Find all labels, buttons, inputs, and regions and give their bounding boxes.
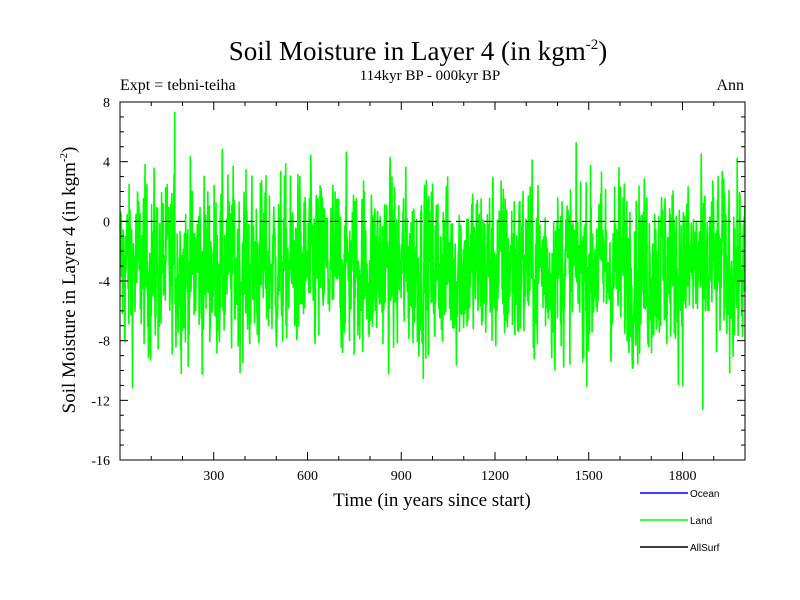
ticks-layer: -16 -12 -8 -4 0 4 8 300 600 900 1200 1500 1800 <box>91 96 745 484</box>
y-tick-label: -8 <box>98 335 110 350</box>
x-tick-label: 600 <box>297 469 318 484</box>
series-layer <box>119 111 746 411</box>
chart-subtitle: 114kyr BP - 000kyr BP <box>360 68 501 84</box>
x-tick-label: 300 <box>203 469 224 484</box>
y-tick-label: -12 <box>91 394 110 409</box>
x-tick-label: 1500 <box>575 469 603 484</box>
expt-label: Expt = tebni-teiha <box>120 77 236 94</box>
legend: Ocean Land AllSurf <box>640 489 720 554</box>
y-tick-label: -16 <box>91 454 110 469</box>
x-tick-label: 1200 <box>481 469 509 484</box>
plot-frame <box>119 101 746 461</box>
x-tick-label: 1800 <box>669 469 697 484</box>
x-tick-label: 900 <box>391 469 412 484</box>
y-tick-label: 8 <box>103 96 110 111</box>
legend-label-allsurf: AllSurf <box>690 543 720 554</box>
y-tick-label: 0 <box>103 215 110 230</box>
y-tick-label: 4 <box>103 156 110 171</box>
y-tick-label: -4 <box>98 275 110 290</box>
chart-title: Soil Moisture in Layer 4 (in kgm-2) <box>229 36 607 66</box>
season-label: Ann <box>716 77 744 94</box>
legend-label-ocean: Ocean <box>690 489 719 500</box>
y-axis-label: Soil Moisture in Layer 4 (in kgm-2) <box>58 147 80 414</box>
series-line-land <box>119 111 746 411</box>
legend-label-land: Land <box>690 516 712 527</box>
x-axis-label: Time (in years since start) <box>333 490 531 511</box>
